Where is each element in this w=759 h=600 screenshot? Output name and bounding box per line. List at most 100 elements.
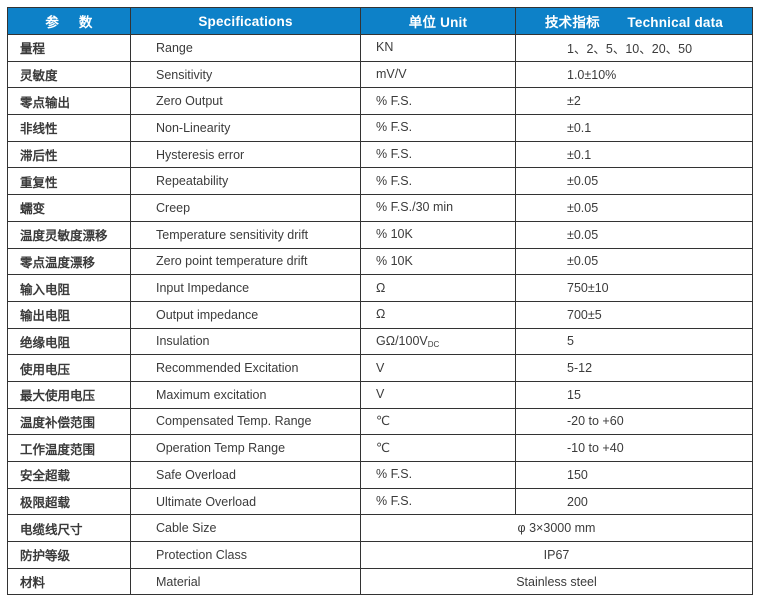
technical-data-value: -20 to +60 [515, 407, 753, 436]
unit-text: Ω [376, 280, 386, 295]
header-row: 参 数 Specifications 单位 Unit 技术指标 Technica… [7, 7, 753, 35]
table-row: 最大使用电压 Maximum excitation V 15 [7, 380, 753, 409]
unit-cell: V [360, 380, 516, 409]
table-row: 输入电阻 Input Impedance Ω 750±10 [7, 274, 753, 302]
specification-name-en: Range [130, 34, 361, 62]
specification-name-en: Maximum excitation [130, 380, 361, 409]
specifications-table: 参 数 Specifications 单位 Unit 技术指标 Technica… [7, 7, 753, 596]
unit-text: V [376, 387, 385, 402]
datasheet-page: 参 数 Specifications 单位 Unit 技术指标 Technica… [7, 7, 753, 596]
table-row: 滞后性 Hysteresis error % F.S. ±0.1 [7, 140, 753, 169]
table-row: 材料 Material Stainless steel [7, 567, 753, 596]
unit-text: mV/V [376, 67, 407, 82]
parameter-name-cn: 温度补偿范围 [7, 407, 131, 436]
table-row: 零点温度漂移 Zero point temperature drift % 10… [7, 247, 753, 276]
specification-name-en: Repeatability [130, 167, 361, 196]
unit-text: % F.S. [376, 173, 413, 188]
unit-cell: % F.S. [360, 87, 516, 116]
technical-data-value: -10 to +40 [515, 434, 753, 462]
unit-cell: GΩ/100VDC [360, 327, 516, 356]
technical-data-value: ±0.05 [515, 220, 753, 249]
unit-text: % F.S. [376, 494, 413, 509]
specification-name-en: Recommended Excitation [130, 354, 361, 382]
specification-name-en: Ultimate Overload [130, 487, 361, 516]
unit-cell: ℃ [360, 407, 516, 436]
specification-name-en: Output impedance [130, 300, 361, 329]
parameter-name-cn: 滞后性 [7, 140, 131, 169]
technical-data-value: 1.0±10% [515, 60, 753, 89]
unit-cell: mV/V [360, 60, 516, 89]
unit-text: V [376, 360, 385, 375]
parameter-name-cn: 工作温度范围 [7, 434, 131, 462]
header-parameters: 参 数 [7, 7, 131, 35]
table-row: 蠕变 Creep % F.S./30 min ±0.05 [7, 194, 753, 222]
technical-data-value: ±0.1 [515, 140, 753, 169]
parameter-name-cn: 量程 [7, 34, 131, 62]
unit-text: % F.S. [376, 147, 413, 162]
technical-data-value: 5 [515, 327, 753, 356]
parameter-name-cn: 材料 [7, 567, 131, 596]
parameter-name-cn: 灵敏度 [7, 60, 131, 89]
table-row: 温度灵敏度漂移 Temperature sensitivity drift % … [7, 220, 753, 249]
unit-cell: % F.S./30 min [360, 194, 516, 222]
table-row: 绝缘电阻 Insulation GΩ/100VDC 5 [7, 327, 753, 356]
unit-cell: % F.S. [360, 461, 516, 489]
specification-name-en: Cable Size [130, 514, 361, 543]
unit-cell: V [360, 354, 516, 382]
technical-data-value: 150 [515, 461, 753, 489]
parameter-name-cn: 使用电压 [7, 354, 131, 382]
technical-data-value: ±0.1 [515, 114, 753, 142]
merged-value-cell: φ 3×3000 mm [360, 514, 753, 543]
unit-text: % 10K [376, 253, 413, 268]
parameter-name-cn: 非线性 [7, 114, 131, 142]
unit-cell: ℃ [360, 434, 516, 462]
technical-data-value: 1、2、5、10、20、50 [515, 34, 753, 62]
specification-name-en: Hysteresis error [130, 140, 361, 169]
table-row: 灵敏度 Sensitivity mV/V 1.0±10% [7, 60, 753, 89]
parameter-name-cn: 输出电阻 [7, 300, 131, 329]
table-row: 重复性 Repeatability % F.S. ±0.05 [7, 167, 753, 196]
specification-name-en: Non-Linearity [130, 114, 361, 142]
table-row: 使用电压 Recommended Excitation V 5-12 [7, 354, 753, 382]
unit-text: ℃ [376, 414, 391, 429]
parameter-name-cn: 零点温度漂移 [7, 247, 131, 276]
parameter-name-cn: 重复性 [7, 167, 131, 196]
technical-data-value: ±0.05 [515, 247, 753, 276]
unit-cell: KN [360, 34, 516, 62]
technical-data-value: ±0.05 [515, 167, 753, 196]
unit-subscript: DC [427, 339, 440, 349]
table-row: 电缆线尺寸 Cable Size φ 3×3000 mm [7, 514, 753, 543]
merged-value-cell: Stainless steel [360, 567, 753, 596]
specification-name-en: Insulation [130, 327, 361, 356]
specification-name-en: Creep [130, 194, 361, 222]
unit-cell: % F.S. [360, 167, 516, 196]
technical-data-value: 15 [515, 380, 753, 409]
unit-cell: % F.S. [360, 114, 516, 142]
parameter-name-cn: 电缆线尺寸 [7, 514, 131, 543]
specification-name-en: Input Impedance [130, 274, 361, 302]
table-row: 防护等级 Protection Class IP67 [7, 541, 753, 569]
unit-cell: % F.S. [360, 487, 516, 516]
header-specifications: Specifications [130, 7, 361, 35]
unit-text: KN [376, 40, 394, 55]
unit-text: % F.S. [376, 120, 413, 135]
unit-text: % F.S. [376, 467, 413, 482]
technical-data-value: 5-12 [515, 354, 753, 382]
specification-name-en: Material [130, 567, 361, 596]
parameter-name-cn: 安全超载 [7, 461, 131, 489]
specification-name-en: Safe Overload [130, 461, 361, 489]
specification-name-en: Sensitivity [130, 60, 361, 89]
parameter-name-cn: 最大使用电压 [7, 380, 131, 409]
unit-text: ℃ [376, 441, 391, 456]
unit-cell: Ω [360, 300, 516, 329]
specification-name-en: Operation Temp Range [130, 434, 361, 462]
specification-name-en: Compensated Temp. Range [130, 407, 361, 436]
technical-data-value: 750±10 [515, 274, 753, 302]
table-row: 安全超载 Safe Overload % F.S. 150 [7, 461, 753, 489]
parameter-name-cn: 蠕变 [7, 194, 131, 222]
unit-cell: Ω [360, 274, 516, 302]
parameter-name-cn: 极限超载 [7, 487, 131, 516]
parameter-name-cn: 绝缘电阻 [7, 327, 131, 356]
table-row: 零点输出 Zero Output % F.S. ±2 [7, 87, 753, 116]
specification-name-en: Zero point temperature drift [130, 247, 361, 276]
